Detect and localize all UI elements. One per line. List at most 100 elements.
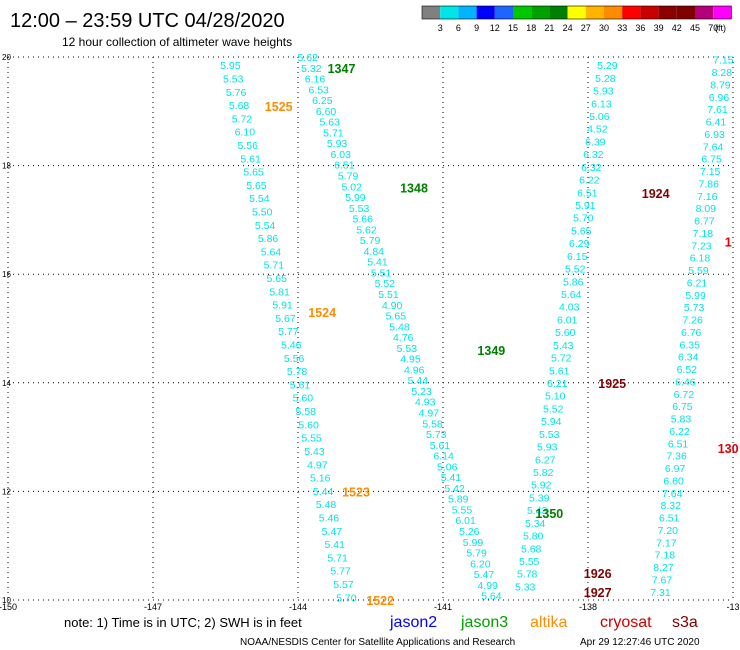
colorbar-label: 42 [672,23,682,33]
wave-height-value: 7.26 [682,315,703,327]
wave-height-value: 6.97 [665,463,686,475]
wave-height-value: 5.47 [322,526,343,538]
wave-height-value: 5.51 [378,289,399,301]
wave-height-value: 6.01 [455,515,476,527]
wave-height-value: 5.99 [345,192,366,204]
orbit-pass-label: 1926 [584,567,612,581]
wave-height-value: 5.70 [573,213,594,225]
wave-height-value: 5.43 [553,340,574,352]
wave-height-value: 5.16 [310,473,331,485]
wave-height-value: 5.46 [281,340,302,352]
wave-height-value: 7.23 [691,240,712,252]
plot-area: -150 -147 -144 -141 -138 -131012141618205.955… [0,52,740,612]
wave-height-value: 5.26 [459,526,480,538]
wave-height-value: 5.53 [397,343,418,355]
colorbar-unit: (ft) [715,23,726,33]
wave-height-value: 5.58 [296,406,317,418]
wave-height-value: 5.48 [316,499,337,511]
wave-height-value: 5.71 [264,260,285,272]
colorbar-label: 33 [617,23,627,33]
colorbar-swatch [531,6,550,19]
wave-height-value: 6.75 [672,401,693,413]
wave-height-value: 5.06 [437,461,458,473]
wave-height-value: 5.58 [422,418,443,430]
wave-height-value: 4.90 [382,300,403,312]
wave-height-value: 5.83 [671,414,692,426]
x-tick-label: -141 [434,602,452,612]
colorbar-label: 39 [654,23,664,33]
wave-height-value: 5.52 [565,264,586,276]
wave-height-value: 5.60 [555,327,576,339]
wave-height-value: 5.68 [521,543,542,555]
colorbar-label: 45 [690,23,700,33]
colorbar-label: 12 [490,23,500,33]
wave-height-value: 5.41 [441,472,462,484]
wave-height-value: 7.61 [707,104,728,116]
wave-height-value: 4.99 [477,580,498,592]
wave-height-value: 6.51 [577,187,598,199]
wave-height-value: 5.28 [595,73,616,85]
colorbar-swatch [622,6,641,19]
x-tick-label: -150 [0,602,17,612]
colorbar-label: 3 [438,23,443,33]
wave-height-value: 5.72 [551,353,572,365]
wave-height-value: 6.20 [470,558,491,570]
wave-height-value: 5.44 [313,486,334,498]
wave-height-value: 5.56 [284,353,305,365]
x-tick-label: -138 [579,602,597,612]
wave-height-value: 5.77 [278,326,299,338]
colorbar-swatch [585,6,604,19]
wave-height-value: 6.21 [547,378,568,390]
wave-height-value: 8.28 [712,67,733,79]
x-tick-label: -147 [144,602,162,612]
wave-height-value: 5.65 [571,225,592,237]
wave-height-value: 6.75 [701,154,722,166]
wave-height-value: 6.03 [331,149,352,161]
wave-height-value: 4.97 [307,459,328,471]
wave-height-value: 5.57 [333,579,354,591]
wave-height-value: 5.79 [466,548,487,560]
wave-height-value: 5.91 [575,200,596,212]
wave-height-value: 7.16 [697,191,718,203]
wave-height-value: 5.61 [290,379,311,391]
colorbar-swatch [567,6,586,19]
orbit-pass-label: 1347 [328,62,356,76]
y-tick-label: 16 [2,270,11,279]
wave-height-value: 6.60 [316,106,337,118]
wave-height-value: 5.71 [323,127,344,139]
wave-height-value: 5.41 [325,539,346,551]
wave-height-value: 7.15 [700,166,721,178]
wave-height-value: 6.15 [567,251,588,263]
wave-height-value: 7.64 [662,488,683,500]
wave-height-value: 6.46 [675,376,696,388]
wave-height-value: 6.18 [690,253,711,265]
wave-height-value: 5.60 [298,419,319,431]
wave-height-value: 5.43 [527,505,548,517]
y-tick-label: 20 [2,53,11,62]
wave-height-value: 6.39 [585,136,606,148]
wave-height-value: 5.59 [688,265,709,277]
wave-height-value: 5.65 [386,311,407,323]
wave-height-value: 6.32 [581,162,602,174]
colorbar-label: 24 [563,23,573,33]
wave-height-value: 6.41 [706,117,727,129]
colorbar-swatch [476,6,495,19]
wave-height-value: 5.79 [338,171,359,183]
wave-height-value: 4.96 [404,364,425,376]
wave-height-value: 5.55 [519,556,540,568]
wave-height-value: 6.96 [709,92,730,104]
colorbar-swatch [440,6,459,19]
wave-height-value: 7.15 [713,55,734,67]
wave-height-value: 6.51 [334,160,355,172]
wave-height-value: 8.32 [661,500,682,512]
colorbar-label: 36 [635,23,645,33]
wave-height-value: 6.93 [704,129,725,141]
colorbar-swatch [713,6,732,19]
wave-height-value: 5.23 [411,386,432,398]
wave-height-value: 4.03 [559,302,580,314]
wave-height-value: 4.52 [587,124,608,136]
wave-height-value: 5.53 [349,203,370,215]
legend-entry-jason2: jason2 [389,614,437,631]
wave-height-value: 4.76 [393,332,414,344]
footer-credit: NOAA/NESDIS Center for Satellite Applica… [240,637,515,648]
